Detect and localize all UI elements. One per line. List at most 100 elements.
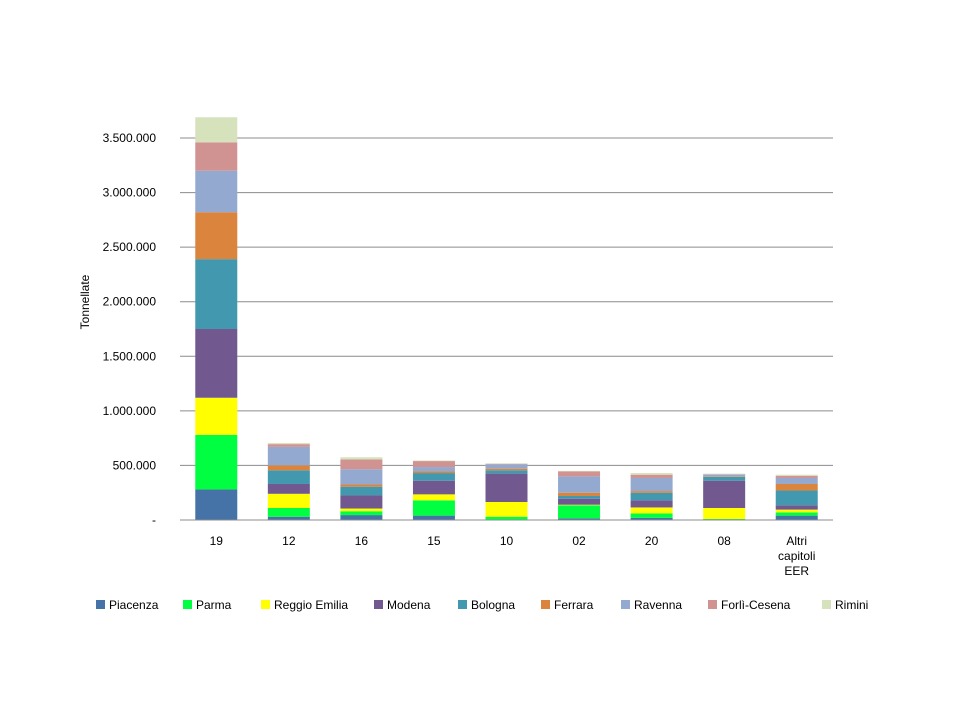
legend-swatch <box>96 600 105 609</box>
bar-segment <box>630 474 673 478</box>
bar-segment <box>195 142 238 171</box>
bar-segment <box>485 463 528 465</box>
bar-segment <box>412 515 455 520</box>
x-axis-ticks: 19 12 16 15 10 02 20 08 Altri capitoli EER <box>210 534 816 578</box>
legend-label: Ravenna <box>634 598 682 612</box>
legend-swatch <box>708 600 717 609</box>
bar-segment <box>485 501 528 517</box>
bar-segment <box>412 461 455 468</box>
y-tick-label: 3.500.000 <box>103 131 157 145</box>
bar-segment <box>558 504 601 506</box>
bar-segment <box>558 471 601 477</box>
bar-segment <box>703 473 746 475</box>
y-tick-label: 1.500.000 <box>103 349 157 363</box>
bar-segment <box>267 516 310 520</box>
bar-segment <box>267 483 310 494</box>
bar-segment <box>775 474 818 476</box>
bar-segment <box>267 493 310 508</box>
y-tick-label: 500.000 <box>113 458 157 472</box>
bar-segment <box>558 518 601 520</box>
bar-segment <box>558 492 601 496</box>
bar-segment <box>703 474 746 477</box>
bar-segment <box>340 484 383 487</box>
bar-segment <box>340 457 383 460</box>
bar-segment <box>703 476 746 477</box>
y-tick-label: 2.500.000 <box>103 240 157 254</box>
bar-segment <box>558 495 601 499</box>
bar-segment <box>195 329 238 398</box>
x-tick-label: 16 <box>355 534 369 548</box>
x-tick-label: Altri capitoli EER <box>778 534 815 578</box>
x-tick-label: 15 <box>427 534 441 548</box>
gridlines <box>180 137 833 466</box>
bar-segment <box>412 460 455 462</box>
bar-segment <box>703 474 746 475</box>
bar-segment <box>630 513 673 518</box>
bar-segment <box>558 498 601 505</box>
y-axis-title: Tonnellate <box>78 274 92 329</box>
bar-segment <box>630 507 673 514</box>
bar-segment <box>775 515 818 520</box>
legend-label: Ferrara <box>554 598 594 612</box>
bar-segment <box>267 465 310 471</box>
legend-swatch <box>261 600 270 609</box>
legend-swatch <box>822 600 831 609</box>
bar-segment <box>412 473 455 481</box>
bar-segment <box>630 477 673 492</box>
legend-label: Modena <box>387 598 431 612</box>
bar-segment <box>630 500 673 508</box>
x-tick-label: 19 <box>210 534 224 548</box>
bar-segment <box>412 467 455 472</box>
bar-segment <box>703 476 746 481</box>
bar-segment <box>703 518 746 520</box>
bar-segment <box>703 507 746 519</box>
y-tick-label: - <box>152 513 156 527</box>
bar-segment <box>630 473 673 475</box>
bar-segment <box>485 516 528 520</box>
legend-label: Piacenza <box>109 598 159 612</box>
legend-swatch <box>374 600 383 609</box>
y-tick-label: 1.000.000 <box>103 404 157 418</box>
bar-segment <box>195 489 238 520</box>
bar-segment <box>485 468 528 471</box>
legend-label: Rimini <box>835 598 868 612</box>
bar-segment <box>412 471 455 474</box>
legend-swatch <box>541 600 550 609</box>
legend-swatch <box>458 600 467 609</box>
bar-segment <box>775 505 818 510</box>
bar-segment <box>485 473 528 502</box>
bar-segment <box>267 443 310 445</box>
bar-segment <box>340 495 383 509</box>
bar-segment <box>703 480 746 508</box>
y-tick-label: 2.000.000 <box>103 295 157 309</box>
bar-segment <box>775 483 818 491</box>
bar-segment <box>340 469 383 485</box>
bar-segment <box>267 446 310 466</box>
x-tick-label: 08 <box>717 534 731 548</box>
bar-segment <box>485 470 528 474</box>
bar-segment <box>630 491 673 493</box>
bar-segment <box>485 463 528 464</box>
bar-segment <box>775 475 818 478</box>
bar-segment <box>195 170 238 213</box>
bar-segment <box>412 480 455 495</box>
bar-segment <box>412 500 455 516</box>
legend-label: Reggio Emilia <box>274 598 348 612</box>
legend-label: Bologna <box>471 598 515 612</box>
bar-segment <box>267 507 310 517</box>
y-tick-label: 3.000.000 <box>103 186 157 200</box>
bar-segment <box>340 511 383 516</box>
y-axis-ticks: - 500.000 1.000.000 1.500.000 2.000.000 2.500… <box>103 131 157 527</box>
legend-label: Forlì-Cesena <box>721 598 791 612</box>
bar-segment <box>775 509 818 513</box>
bar-segment <box>630 517 673 520</box>
legend-label: Parma <box>196 598 232 612</box>
bar-segment <box>340 515 383 520</box>
bar-segment <box>195 117 238 143</box>
legend-swatch <box>621 600 630 609</box>
bar-segment <box>485 464 528 469</box>
x-tick-label: 12 <box>282 534 296 548</box>
bar-segment <box>340 508 383 512</box>
